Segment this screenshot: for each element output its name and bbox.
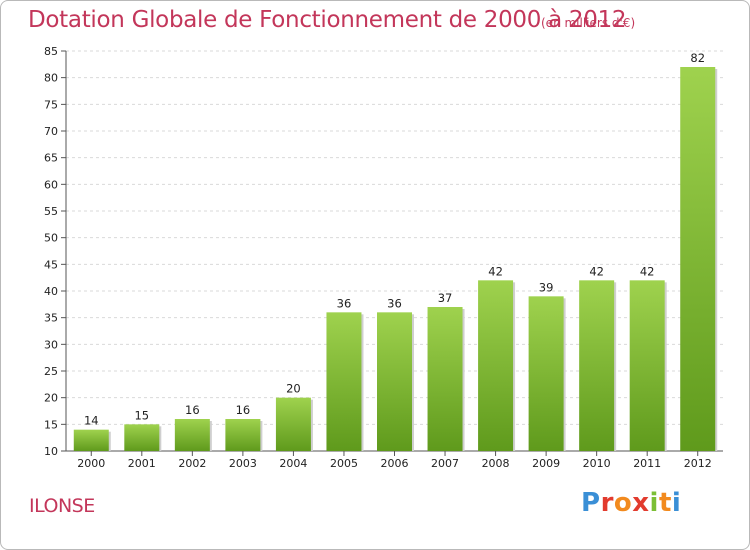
x-tick-label: 2006	[381, 457, 409, 470]
bar-value-label: 37	[438, 291, 453, 305]
bar-value-label: 42	[488, 264, 503, 278]
y-tick-label: 60	[44, 178, 58, 191]
bar-value-label: 16	[185, 403, 200, 417]
bar	[275, 397, 311, 451]
bar	[528, 296, 564, 451]
y-tick-label: 10	[44, 445, 58, 458]
x-tick-label: 2007	[431, 457, 459, 470]
y-tick-label: 70	[44, 125, 58, 138]
y-tick-label: 75	[44, 98, 58, 111]
x-tick-label: 2010	[583, 457, 611, 470]
x-tick-label: 2002	[178, 457, 206, 470]
bar-value-label: 15	[134, 408, 149, 422]
y-tick-label: 55	[44, 205, 58, 218]
bar-value-label: 16	[236, 403, 251, 417]
bar-value-label: 20	[286, 382, 301, 396]
y-tick-label: 40	[44, 285, 58, 298]
y-tick-label: 20	[44, 392, 58, 405]
x-tick-label: 2012	[684, 457, 712, 470]
x-tick-label: 2005	[330, 457, 358, 470]
y-tick-label: 25	[44, 365, 58, 378]
bar	[427, 307, 463, 451]
bar-value-label: 42	[640, 264, 655, 278]
y-tick-label: 35	[44, 312, 58, 325]
x-tick-label: 2009	[532, 457, 560, 470]
y-tick-label: 30	[44, 338, 58, 351]
y-tick-label: 45	[44, 258, 58, 271]
bar-value-label: 42	[589, 264, 604, 278]
y-tick-label: 50	[44, 232, 58, 245]
x-tick-label: 2011	[633, 457, 661, 470]
bar	[629, 280, 665, 451]
bar-value-label: 82	[690, 51, 705, 65]
x-tick-label: 2003	[229, 457, 257, 470]
bar-value-label: 14	[84, 414, 99, 428]
y-tick-label: 15	[44, 418, 58, 431]
bar	[478, 280, 514, 451]
bar-value-label: 39	[539, 280, 554, 294]
bar	[377, 312, 412, 451]
bar	[579, 280, 615, 451]
bar	[225, 419, 261, 451]
y-tick-label: 85	[44, 45, 58, 58]
chart-title: Dotation Globale de Fonctionnement de 20…	[28, 7, 627, 33]
bar	[124, 424, 160, 451]
x-tick-label: 2004	[279, 457, 307, 470]
y-tick-label: 80	[44, 72, 58, 85]
x-tick-label: 2008	[482, 457, 510, 470]
bar-value-label: 36	[337, 296, 352, 310]
commune-name: ILONSE	[29, 495, 95, 517]
x-tick-label: 2001	[128, 457, 156, 470]
x-tick-label: 2000	[77, 457, 105, 470]
bar	[680, 67, 716, 451]
bar-value-label: 36	[387, 296, 402, 310]
bar	[326, 312, 362, 451]
bar	[73, 429, 109, 451]
bar	[174, 419, 210, 451]
y-tick-label: 65	[44, 152, 58, 165]
proxiti-logo: Proxiti	[581, 488, 682, 518]
chart-unit: (en milliers d'€)	[541, 16, 636, 30]
